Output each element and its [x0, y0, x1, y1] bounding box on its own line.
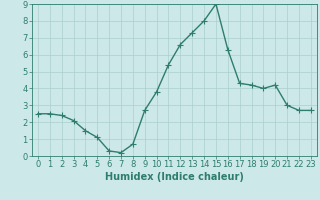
X-axis label: Humidex (Indice chaleur): Humidex (Indice chaleur)	[105, 172, 244, 182]
